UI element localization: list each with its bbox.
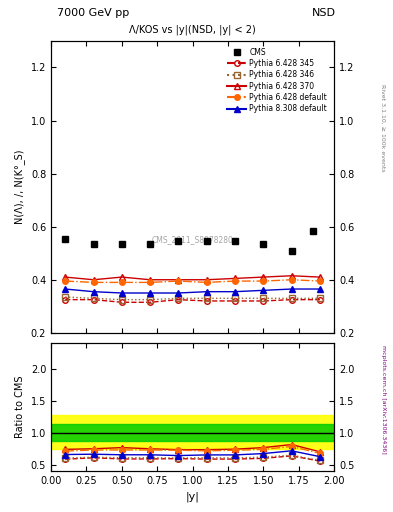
Pythia 6.428 default xyxy=(176,278,181,284)
CMS xyxy=(289,247,294,253)
Pythia 8.308 default xyxy=(119,290,124,296)
Pythia 6.428 346 xyxy=(63,294,68,300)
Pythia 6.428 345 xyxy=(176,296,181,303)
Y-axis label: N(Λ), /, N(K°_S): N(Λ), /, N(K°_S) xyxy=(15,150,25,224)
Text: NSD: NSD xyxy=(312,8,336,18)
Pythia 6.428 370 xyxy=(63,274,68,280)
Pythia 8.308 default xyxy=(318,286,322,292)
Pythia 6.428 345 xyxy=(261,298,266,304)
Line: Pythia 6.428 346: Pythia 6.428 346 xyxy=(62,294,323,303)
CMS xyxy=(310,228,315,234)
Pythia 6.428 345 xyxy=(91,296,96,303)
CMS xyxy=(91,241,96,247)
Pythia 6.428 370 xyxy=(261,274,266,280)
Pythia 6.428 346 xyxy=(119,296,124,303)
Text: Λ/KOS vs |y|(NSD, |y| < 2): Λ/KOS vs |y|(NSD, |y| < 2) xyxy=(129,25,256,35)
Pythia 6.428 default xyxy=(119,280,124,286)
Pythia 6.428 346 xyxy=(261,295,266,302)
Bar xyxy=(51,424,334,441)
Pythia 6.428 345 xyxy=(289,296,294,303)
Pythia 6.428 370 xyxy=(289,273,294,279)
Pythia 6.428 346 xyxy=(148,296,152,303)
Pythia 8.308 default xyxy=(289,286,294,292)
Line: Pythia 6.428 default: Pythia 6.428 default xyxy=(62,277,323,285)
Text: mcplots.cern.ch [arXiv:1306.3436]: mcplots.cern.ch [arXiv:1306.3436] xyxy=(381,345,386,454)
CMS xyxy=(119,241,124,247)
Pythia 6.428 346 xyxy=(91,295,96,302)
Pythia 6.428 345 xyxy=(318,296,322,303)
Line: Pythia 6.428 345: Pythia 6.428 345 xyxy=(62,297,323,305)
Pythia 6.428 345 xyxy=(233,298,237,304)
Pythia 6.428 346 xyxy=(176,295,181,302)
Pythia 6.428 370 xyxy=(148,276,152,283)
Pythia 6.428 345 xyxy=(204,298,209,304)
Pythia 6.428 345 xyxy=(148,299,152,305)
Pythia 6.428 370 xyxy=(233,275,237,282)
Legend: CMS, Pythia 6.428 345, Pythia 6.428 346, Pythia 6.428 370, Pythia 6.428 default,: CMS, Pythia 6.428 345, Pythia 6.428 346,… xyxy=(224,45,330,116)
Pythia 6.428 default xyxy=(63,278,68,284)
Pythia 6.428 default xyxy=(289,276,294,283)
Bar xyxy=(51,415,334,449)
Pythia 6.428 default xyxy=(233,278,237,284)
Line: Pythia 8.308 default: Pythia 8.308 default xyxy=(62,286,323,296)
Pythia 8.308 default xyxy=(204,289,209,295)
Pythia 6.428 346 xyxy=(233,295,237,302)
Line: CMS: CMS xyxy=(62,227,316,254)
Pythia 8.308 default xyxy=(91,289,96,295)
Pythia 6.428 346 xyxy=(318,295,322,302)
Pythia 8.308 default xyxy=(261,287,266,293)
Pythia 8.308 default xyxy=(148,290,152,296)
Pythia 6.428 default xyxy=(91,280,96,286)
CMS xyxy=(204,238,209,244)
Pythia 6.428 345 xyxy=(63,296,68,303)
Text: Rivet 3.1.10, ≥ 100k events: Rivet 3.1.10, ≥ 100k events xyxy=(381,84,386,172)
Line: Pythia 6.428 370: Pythia 6.428 370 xyxy=(62,273,323,283)
Text: CMS_2011_S8978280: CMS_2011_S8978280 xyxy=(152,235,233,244)
Pythia 6.428 default xyxy=(318,278,322,284)
X-axis label: |y|: |y| xyxy=(185,492,200,502)
Text: 7000 GeV pp: 7000 GeV pp xyxy=(57,8,129,18)
CMS xyxy=(148,241,152,247)
Y-axis label: Ratio to CMS: Ratio to CMS xyxy=(15,376,25,438)
Pythia 6.428 370 xyxy=(91,276,96,283)
Pythia 6.428 370 xyxy=(318,274,322,280)
CMS xyxy=(63,236,68,242)
CMS xyxy=(233,238,237,244)
Pythia 6.428 default xyxy=(148,280,152,286)
Pythia 6.428 345 xyxy=(119,299,124,305)
Pythia 8.308 default xyxy=(176,290,181,296)
Pythia 6.428 370 xyxy=(176,276,181,283)
Pythia 8.308 default xyxy=(63,286,68,292)
Pythia 6.428 default xyxy=(204,280,209,286)
Pythia 6.428 370 xyxy=(204,276,209,283)
Pythia 6.428 default xyxy=(261,278,266,284)
CMS xyxy=(176,238,181,244)
Pythia 6.428 370 xyxy=(119,274,124,280)
Pythia 6.428 346 xyxy=(289,295,294,302)
Pythia 8.308 default xyxy=(233,289,237,295)
Pythia 6.428 346 xyxy=(204,295,209,302)
CMS xyxy=(261,241,266,247)
